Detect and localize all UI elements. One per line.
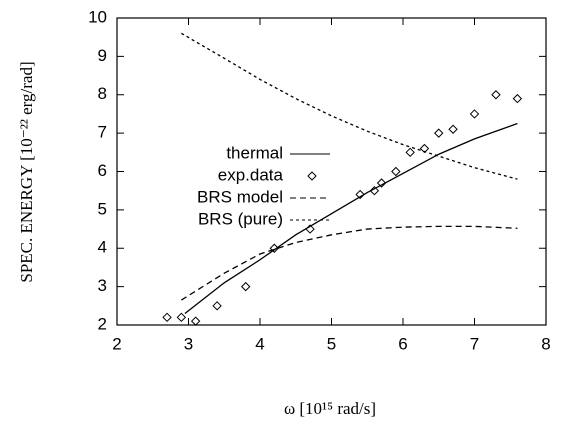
y-axis-label: SPEC. ENERGY [10⁻²² erg/rad] xyxy=(17,61,36,282)
y-tick-label: 8 xyxy=(98,84,107,103)
y-tick-label: 9 xyxy=(98,46,107,65)
y-tick-label: 2 xyxy=(98,314,107,333)
data-point xyxy=(391,166,401,177)
y-tick-label: 10 xyxy=(88,7,107,26)
data-point xyxy=(469,109,480,119)
data-point xyxy=(355,189,365,200)
data-point xyxy=(240,281,251,292)
data-point xyxy=(212,301,222,311)
data-point xyxy=(512,93,523,104)
data-point xyxy=(376,178,387,188)
x-tick-label: 3 xyxy=(184,334,193,353)
legend-label: thermal xyxy=(226,143,283,162)
data-point xyxy=(176,312,187,323)
data-point xyxy=(434,128,444,138)
plot-frame xyxy=(116,17,547,326)
series-line xyxy=(184,122,518,314)
legend-label: BRS (pure) xyxy=(198,209,283,228)
y-tick-label: 3 xyxy=(98,276,107,295)
data-point xyxy=(162,312,172,323)
y-tick-label: 6 xyxy=(98,161,107,180)
x-tick-label: 7 xyxy=(470,334,479,353)
data-point xyxy=(369,185,380,196)
data-point xyxy=(419,143,430,154)
y-tick-label: 7 xyxy=(98,123,107,142)
x-tick-label: 4 xyxy=(255,334,264,353)
x-tick-label: 2 xyxy=(112,334,121,353)
legend-label: exp.data xyxy=(218,165,284,184)
data-point xyxy=(405,147,415,158)
data-point xyxy=(269,243,280,253)
legend-label: BRS model xyxy=(197,187,283,206)
y-tick-label: 5 xyxy=(98,199,107,218)
legend-marker xyxy=(307,171,317,181)
data-point xyxy=(305,224,315,234)
x-tick-label: 8 xyxy=(541,334,550,353)
data-point xyxy=(491,90,501,100)
x-tick-label: 6 xyxy=(398,334,407,353)
data-point xyxy=(190,316,201,326)
y-tick-label: 4 xyxy=(98,238,107,257)
data-point xyxy=(448,124,458,134)
series-line xyxy=(181,225,518,301)
x-tick-label: 5 xyxy=(327,334,336,353)
x-axis-label: ω [10¹⁵ rad/s] xyxy=(284,399,376,418)
